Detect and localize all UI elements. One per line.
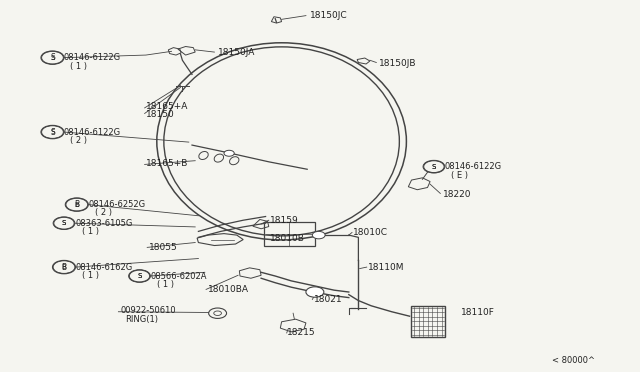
Text: B: B xyxy=(74,200,79,209)
Text: 18010BA: 18010BA xyxy=(208,285,249,294)
Text: 08566-6202A: 08566-6202A xyxy=(150,272,207,280)
Text: S: S xyxy=(51,129,54,135)
Text: 18150JC: 18150JC xyxy=(310,11,348,20)
Text: 00922-50610: 00922-50610 xyxy=(120,306,176,315)
Circle shape xyxy=(312,231,325,239)
Text: ( E ): ( E ) xyxy=(451,171,468,180)
Text: B: B xyxy=(61,263,67,272)
Text: 08146-6122G: 08146-6122G xyxy=(64,128,121,137)
Text: ( 1 ): ( 1 ) xyxy=(157,280,174,289)
Text: B: B xyxy=(61,264,67,270)
Text: 08146-6252G: 08146-6252G xyxy=(88,200,145,209)
Text: S: S xyxy=(138,273,141,279)
Text: 18150: 18150 xyxy=(146,110,175,119)
Text: 08146-6122G: 08146-6122G xyxy=(445,162,502,171)
Text: S: S xyxy=(50,128,55,137)
Text: S: S xyxy=(50,53,55,62)
Text: 18165+B: 18165+B xyxy=(146,159,188,168)
Text: 18150JB: 18150JB xyxy=(379,59,417,68)
Text: 18165+A: 18165+A xyxy=(146,102,188,110)
Text: ( 2 ): ( 2 ) xyxy=(95,208,112,217)
Text: ( 1 ): ( 1 ) xyxy=(70,62,88,71)
Text: 18159: 18159 xyxy=(270,216,299,225)
Text: RING(1): RING(1) xyxy=(125,315,158,324)
Text: < 80000^: < 80000^ xyxy=(552,356,595,365)
Text: S: S xyxy=(432,164,436,170)
Text: 18010C: 18010C xyxy=(353,228,388,237)
Text: 18110M: 18110M xyxy=(368,263,404,272)
Text: 08146-6122G: 08146-6122G xyxy=(64,53,121,62)
Text: B: B xyxy=(74,202,79,208)
Text: 18150JA: 18150JA xyxy=(218,48,255,57)
Text: 18220: 18220 xyxy=(443,190,472,199)
Text: 18010B: 18010B xyxy=(270,234,305,243)
Text: S: S xyxy=(51,55,54,61)
Text: S: S xyxy=(432,164,436,170)
Text: ( 2 ): ( 2 ) xyxy=(70,136,88,145)
Text: S: S xyxy=(138,273,141,279)
Circle shape xyxy=(224,150,234,156)
Text: ( 1 ): ( 1 ) xyxy=(82,227,99,236)
Text: 18110F: 18110F xyxy=(461,308,495,317)
Text: 18215: 18215 xyxy=(287,328,316,337)
Text: ( 1 ): ( 1 ) xyxy=(82,271,99,280)
Text: 18021: 18021 xyxy=(314,295,342,304)
Text: 18055: 18055 xyxy=(148,243,177,252)
Text: S: S xyxy=(62,220,66,226)
Text: 08146-6162G: 08146-6162G xyxy=(76,263,132,272)
Circle shape xyxy=(306,287,324,297)
Text: S: S xyxy=(62,220,66,226)
Text: 08363-6105G: 08363-6105G xyxy=(76,219,133,228)
